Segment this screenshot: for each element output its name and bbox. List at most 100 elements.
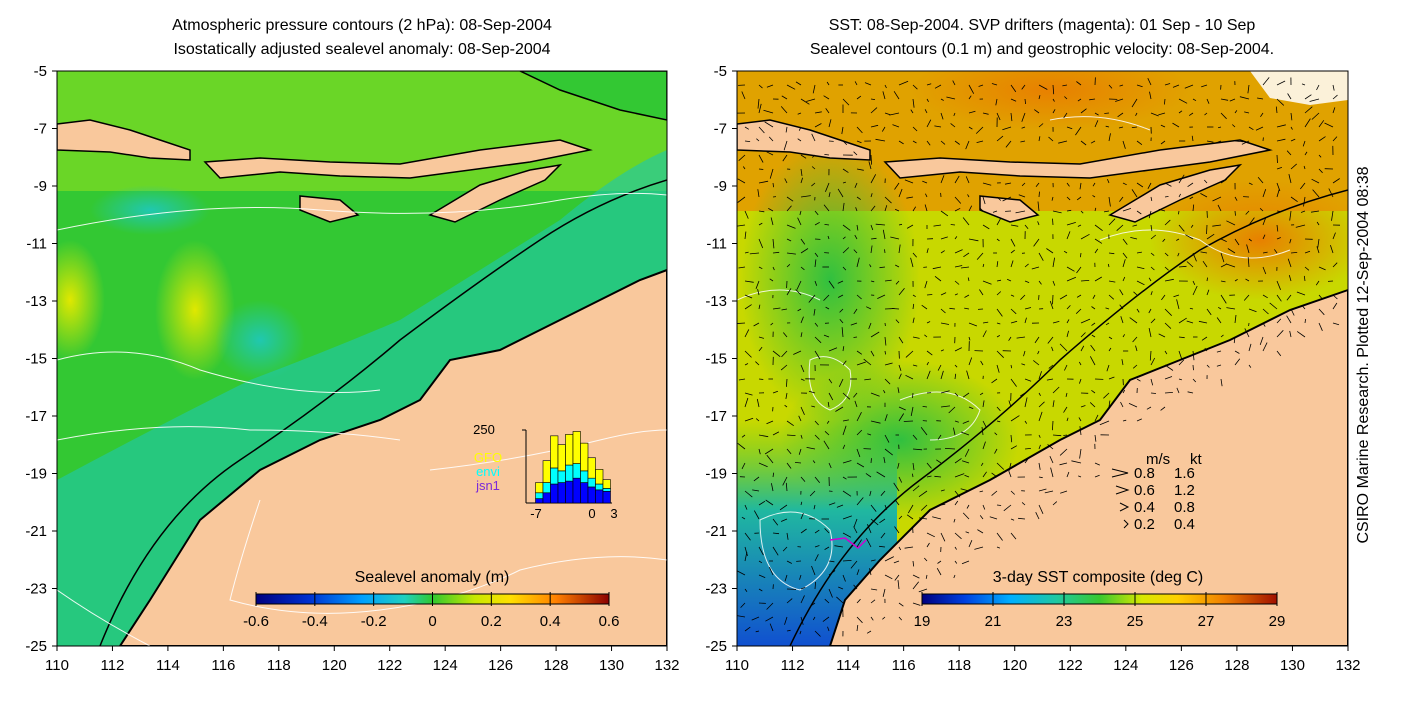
y-tick-label: -23 [25,581,47,598]
speed-legend-header-kt: kt [1190,451,1203,468]
colorbar-tick-label: 0.2 [481,613,502,630]
inset-bar-gfo [595,469,604,485]
x-tick-label: 114 [836,657,860,674]
x-tick-label: 110 [45,657,69,674]
x-tick-label: 112 [781,657,805,674]
colorbar-tick-label: 21 [985,613,1002,630]
inset-bar-gfo [602,479,611,489]
inset-bar-jsn1 [565,480,574,504]
speed-kt-value: 0.4 [1174,516,1195,533]
inset-bar-jsn1 [550,483,559,504]
colorbar-tick-label: 19 [914,613,931,630]
y-tick-label: -21 [25,523,47,540]
y-tick-label: -19 [705,466,727,483]
x-tick-label: 118 [267,657,291,674]
inset-bar-gfo [535,482,544,494]
timor-island-sst [1108,163,1243,223]
colorbar-tick-label: 29 [1269,613,1286,630]
inset-bar-gfo [557,444,566,472]
speed-arrow-icon [1119,502,1130,512]
indonesia-island-java [57,119,191,161]
sla-colorbar-label: Sealevel anomaly (m) [355,569,510,586]
colorbar-tick-label: 0 [428,613,436,630]
inset-bar-gfo [542,460,551,483]
inset-bar-envi [565,464,574,482]
inset-bar-jsn1 [580,482,589,504]
inset-xtick-2: 3 [610,506,617,521]
y-tick-label: -19 [25,466,47,483]
inset-bar-jsn1 [542,492,551,504]
inset-bar-jsn1 [602,491,611,504]
y-tick-label: -21 [705,523,727,540]
y-tick-label: -15 [25,351,47,368]
x-tick-label: 124 [433,657,458,674]
colorbar-tick-label: -0.6 [243,613,269,630]
sst-colorbar [921,593,1278,605]
credit-text: CSIRO Marine Research. Plotted 12-Sep-20… [1355,166,1372,543]
inset-bar-gfo [580,442,589,472]
right-y-axis: -5 -7 -9 -11 -13 -15 -17 -19 -21 -23 -25 [705,63,737,655]
x-tick-label: 126 [1169,657,1194,674]
sumba-island [299,195,360,223]
x-tick-label: 122 [377,657,402,674]
indonesia-island-java-sst [737,119,871,161]
inset-bar-envi [602,488,611,492]
sla-colorbar-ticks: -0.6 -0.4 -0.2 0 0.2 0.4 0.6 [243,592,619,630]
sla-field [57,71,667,646]
y-tick-label: -11 [26,236,47,253]
inset-xtick-1: 0 [588,506,595,521]
colorbar-tick-label: 27 [1198,613,1215,630]
y-tick-label: -9 [34,178,47,195]
inset-bar-jsn1 [535,498,544,504]
inset-legend-gfo: GFO [474,450,502,465]
inset-bar-envi [542,482,551,494]
colorbar-tick-label: 23 [1056,613,1073,630]
altimeter-inset: 250 GFO envi jsn1 -7 0 3 [473,422,617,521]
inset-bars [535,431,611,504]
x-tick-label: 130 [1280,657,1305,674]
x-tick-label: 126 [488,657,513,674]
speed-arrow-icon [1111,468,1129,478]
x-tick-label: 122 [1058,657,1083,674]
inset-legend-jsn1: jsn1 [475,478,500,493]
x-tick-label: 110 [725,657,749,674]
inset-bar-jsn1 [587,486,596,504]
right-x-axis: 110 112 114 116 118 120 122 124 126 128 130 132 [725,646,1361,674]
australia-landmass-sst [828,288,1348,646]
inset-bar-jsn1 [557,482,566,504]
inset-legend-envi: envi [476,464,500,479]
inset-bar-envi [535,492,544,499]
y-tick-label: -5 [714,63,727,80]
inset-ymax-label: 250 [473,422,495,437]
australia-landmass [118,268,667,646]
x-tick-label: 124 [1113,657,1138,674]
y-tick-label: -13 [705,293,727,310]
inset-bar-envi [580,470,589,483]
colorbar-tick-label: -0.4 [302,613,328,630]
left-x-axis: 110 112 114 116 118 120 122 124 126 128 130 132 [45,646,680,674]
sst-colorbar-label: 3-day SST composite (deg C) [993,569,1203,586]
sst-field [737,71,1348,646]
inset-bar-gfo [550,435,559,469]
x-tick-label: 132 [1335,657,1360,674]
speed-legend-header-ms: m/s [1146,451,1170,468]
x-tick-label: 120 [322,657,347,674]
indonesia-island-chain-sst [883,139,1273,179]
y-tick-label: -7 [34,121,47,138]
left-title-line2: Isostatically adjusted sealevel anomaly:… [173,41,550,58]
inset-bar-envi [572,463,581,479]
inset-bar-gfo [587,457,596,479]
inset-bar-envi [587,477,596,488]
y-tick-label: -13 [25,293,47,310]
x-tick-label: 120 [1002,657,1027,674]
inset-bar-envi [550,467,559,485]
y-tick-label: -5 [34,63,47,80]
y-tick-label: -17 [705,408,727,425]
colorbar-tick-label: 0.6 [599,613,620,630]
right-title-line1: SST: 08-Sep-2004. SVP drifters (magenta)… [829,17,1256,34]
y-tick-label: -15 [705,351,727,368]
colorbar-tick-label: -0.2 [361,613,387,630]
speed-arrow-icon [1123,519,1129,529]
speed-kt-value: 0.8 [1174,499,1195,516]
speed-ms-value: 0.2 [1134,516,1155,533]
